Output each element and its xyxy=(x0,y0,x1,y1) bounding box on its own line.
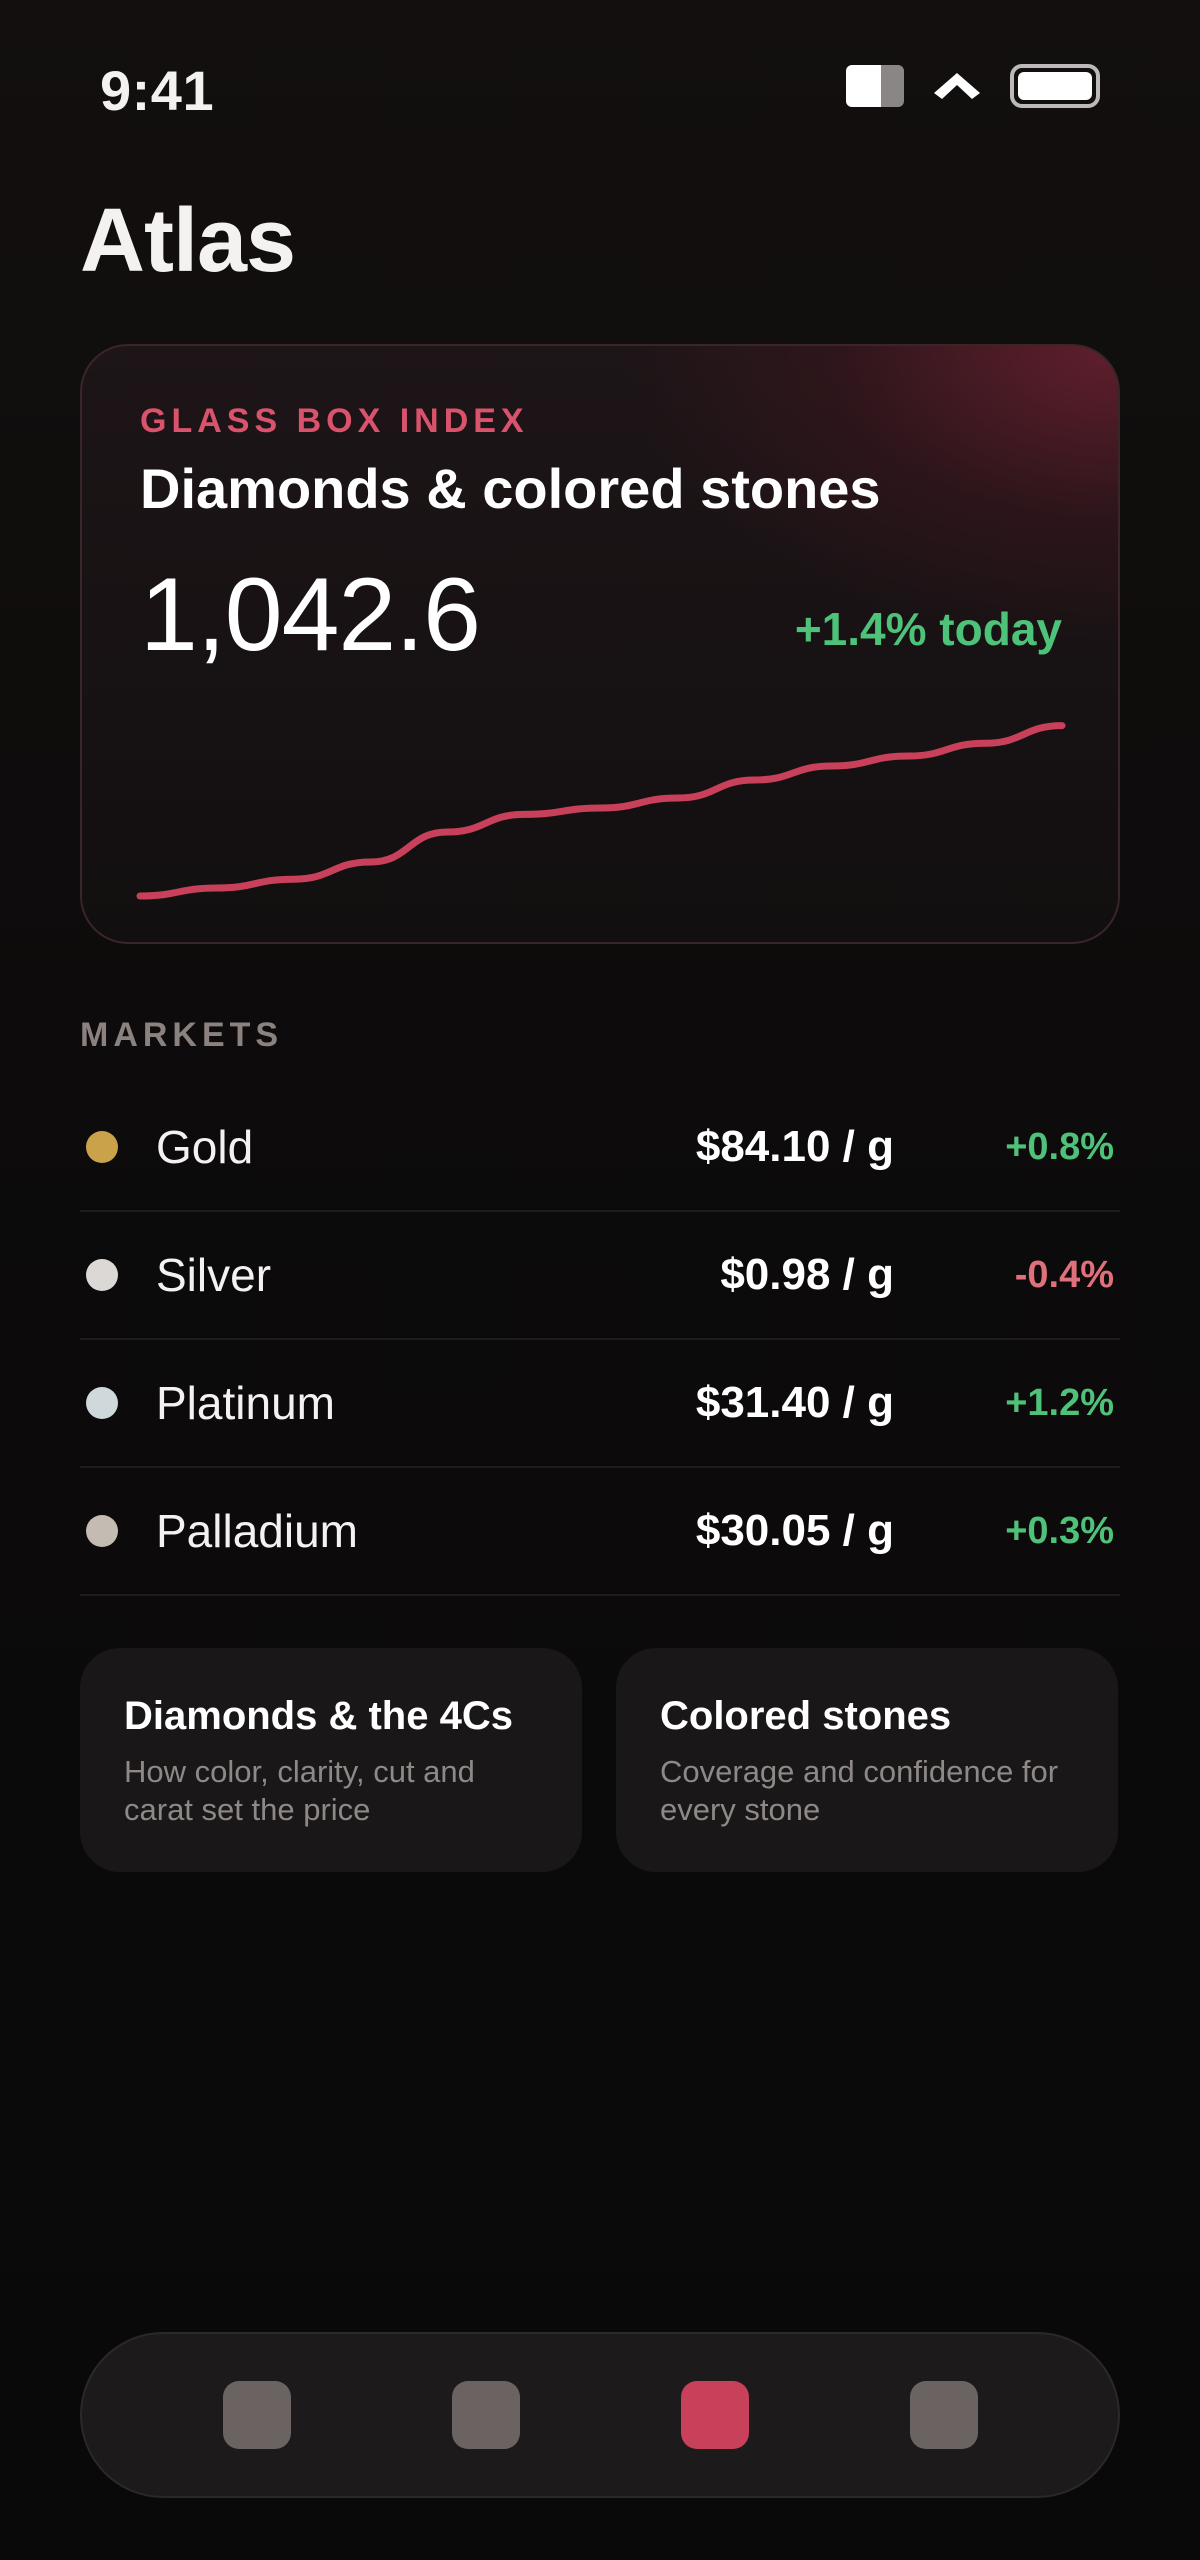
market-price: $84.10 / g xyxy=(695,1122,894,1171)
gold-dot-icon xyxy=(86,1131,118,1163)
markets-list: Gold $84.10 / g +0.8% Silver $0.98 / g -… xyxy=(80,1084,1120,1596)
signal-icon xyxy=(846,65,904,107)
market-name: Silver xyxy=(156,1249,272,1301)
card-title: Colored stones xyxy=(660,1694,952,1738)
market-name: Gold xyxy=(156,1121,254,1173)
status-time: 9:41 xyxy=(100,59,215,122)
diamonds-4cs-card[interactable]: Diamonds & the 4Cs How color, clarity, c… xyxy=(80,1648,582,1872)
silver-dot-icon xyxy=(86,1259,118,1291)
market-row-gold[interactable]: Gold $84.10 / g +0.8% xyxy=(80,1084,1120,1212)
tab-bar xyxy=(80,2332,1120,2498)
search-tab-icon[interactable] xyxy=(451,2381,520,2449)
market-change: +0.3% xyxy=(1005,1509,1114,1552)
market-change: +1.2% xyxy=(1005,1381,1114,1424)
home-tab-icon[interactable] xyxy=(222,2381,291,2449)
index-eyebrow: GLASS BOX INDEX xyxy=(140,402,529,440)
index-value: 1,042.6 xyxy=(140,557,481,673)
market-row-platinum[interactable]: Platinum $31.40 / g +1.2% xyxy=(80,1340,1120,1468)
battery-icon xyxy=(1010,64,1100,108)
market-row-palladium[interactable]: Palladium $30.05 / g +0.3% xyxy=(80,1468,1120,1596)
colored-stones-card[interactable]: Colored stones Coverage and confidence f… xyxy=(616,1648,1118,1872)
index-chart xyxy=(136,722,1066,900)
page-title: Atlas xyxy=(80,191,296,291)
status-icons xyxy=(846,64,1100,108)
market-price: $0.98 / g xyxy=(720,1250,894,1299)
card-description: How color, clarity, cut and carat set th… xyxy=(124,1754,475,1827)
palladium-dot-icon xyxy=(86,1515,118,1547)
card-description: Coverage and confidence for every stone xyxy=(660,1754,1059,1827)
platinum-dot-icon xyxy=(86,1387,118,1419)
market-price: $31.40 / g xyxy=(695,1378,894,1427)
market-row-silver[interactable]: Silver $0.98 / g -0.4% xyxy=(80,1212,1120,1340)
market-price: $30.05 / g xyxy=(695,1506,894,1555)
index-title: Diamonds & colored stones xyxy=(140,457,881,520)
market-name: Palladium xyxy=(156,1505,358,1557)
index-card[interactable]: GLASS BOX INDEX Diamonds & colored stone… xyxy=(80,344,1120,944)
card-title: Diamonds & the 4Cs xyxy=(124,1694,513,1738)
market-name: Platinum xyxy=(156,1377,335,1429)
market-change: -0.4% xyxy=(1014,1253,1114,1296)
markets-tab-icon[interactable] xyxy=(680,2381,749,2449)
market-change: +0.8% xyxy=(1005,1125,1114,1168)
wifi-icon xyxy=(934,73,980,99)
index-change: +1.4% today xyxy=(794,603,1062,655)
index-line xyxy=(136,722,1066,900)
profile-tab-icon[interactable] xyxy=(909,2381,978,2449)
markets-label: MARKETS xyxy=(80,1016,284,1054)
